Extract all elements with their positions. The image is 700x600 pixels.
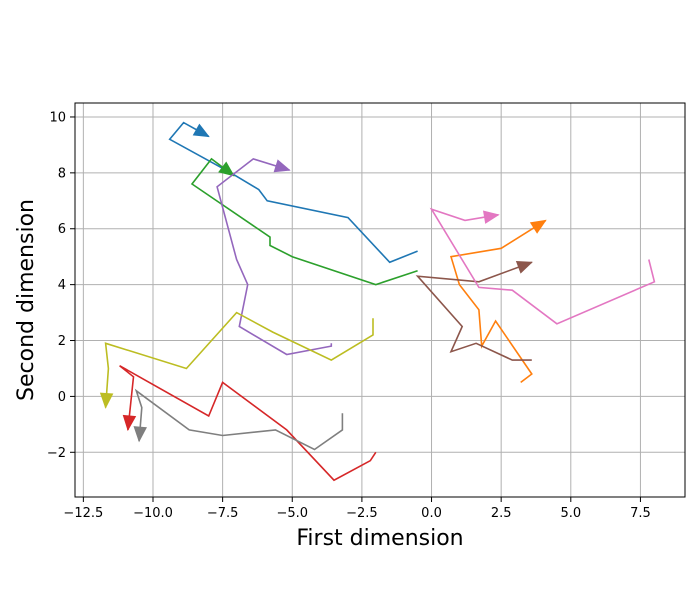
x-tick-label: 7.5 xyxy=(630,506,651,521)
series-line xyxy=(168,121,418,264)
series-3 xyxy=(190,157,418,286)
y-tick-label: 4 xyxy=(58,278,66,293)
plot-frame xyxy=(74,102,686,498)
x-tick-label: −2.5 xyxy=(346,506,378,521)
series-9 xyxy=(99,311,374,409)
x-tick-label: −12.5 xyxy=(63,506,103,521)
series-4 xyxy=(119,365,377,482)
series-line xyxy=(134,388,344,451)
x-axis-ticks: −12.5 −10.0 −7.5 −5.0 −2.5 0.0 2.5 5.0 7.5 xyxy=(63,497,651,521)
x-tick-label: −5.0 xyxy=(276,506,308,521)
y-tick-label: 0 xyxy=(58,390,66,405)
series-line xyxy=(415,261,533,361)
series-1 xyxy=(168,121,418,264)
series-line xyxy=(449,219,547,384)
series-2 xyxy=(449,219,547,384)
y-axis-label: Second dimension xyxy=(14,199,39,401)
series-6 xyxy=(415,260,533,361)
series-line xyxy=(429,207,656,325)
x-tick-label: 0.0 xyxy=(421,506,442,521)
series-arrowhead xyxy=(218,161,235,177)
series-line xyxy=(104,311,374,408)
y-tick-label: 2 xyxy=(58,334,66,349)
y-axis-ticks: −2 0 2 4 6 8 10 xyxy=(47,110,75,461)
series-arrowhead xyxy=(529,219,547,234)
x-axis-label: First dimension xyxy=(296,526,463,551)
series-arrowhead xyxy=(515,260,533,274)
x-tick-label: −10.0 xyxy=(133,506,173,521)
series-line xyxy=(119,365,377,482)
series-8 xyxy=(133,388,344,451)
y-tick-label: −2 xyxy=(47,446,66,461)
series-arrowhead xyxy=(273,159,291,173)
grid-lines xyxy=(75,103,685,497)
series-arrowhead xyxy=(482,210,500,224)
y-tick-label: 8 xyxy=(58,166,66,181)
series-line xyxy=(216,158,333,356)
series-layer xyxy=(99,121,656,482)
series-5 xyxy=(216,158,333,356)
series-7 xyxy=(429,207,656,325)
series-arrowhead xyxy=(192,123,210,138)
series-arrowhead xyxy=(133,426,147,443)
y-tick-label: 6 xyxy=(58,222,66,237)
x-tick-label: 5.0 xyxy=(560,506,581,521)
series-arrowhead xyxy=(122,414,137,432)
series-arrowhead xyxy=(99,392,114,409)
series-line xyxy=(190,157,418,286)
x-tick-label: 2.5 xyxy=(491,506,512,521)
x-tick-label: −7.5 xyxy=(207,506,239,521)
y-tick-label: 10 xyxy=(49,110,66,125)
